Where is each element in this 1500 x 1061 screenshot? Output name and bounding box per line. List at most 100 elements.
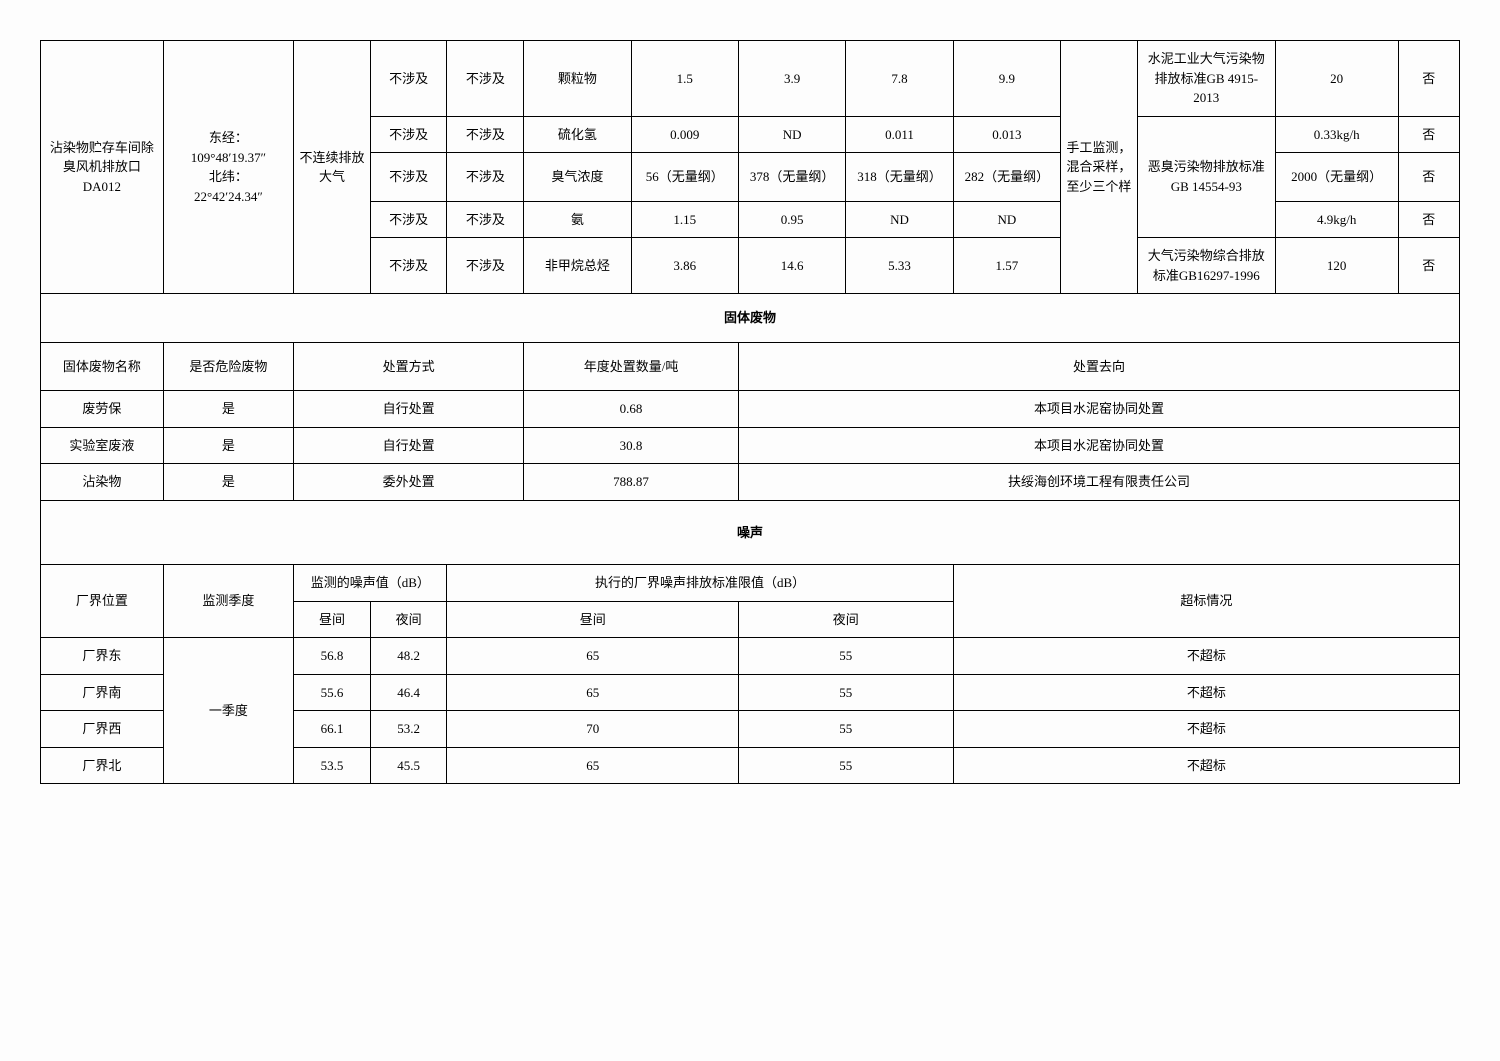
sw-dest: 本项目水泥窑协同处置: [738, 427, 1459, 464]
value: 1.57: [953, 238, 1060, 294]
value: ND: [738, 116, 845, 153]
report-table: 沾染物贮存车间除臭风机排放口 DA012 东经： 109°48′19.37″ 北…: [40, 40, 1460, 784]
noise-quarter: 一季度: [163, 638, 293, 784]
value: 14.6: [738, 238, 845, 294]
col-status: 超标情况: [953, 565, 1459, 638]
exceed: 否: [1398, 116, 1459, 153]
standard: 恶臭污染物排放标准GB 14554-93: [1137, 116, 1275, 238]
exceed: 否: [1398, 238, 1459, 294]
sw-qty: 0.68: [524, 391, 739, 428]
exceed: 否: [1398, 201, 1459, 238]
col-day: 昼间: [294, 601, 371, 638]
outlet-name: 沾染物贮存车间除臭风机排放口 DA012: [41, 41, 164, 294]
value: ND: [953, 201, 1060, 238]
sw-dest: 本项目水泥窑协同处置: [738, 391, 1459, 428]
cell: 不涉及: [447, 116, 524, 153]
sw-name: 沾染物: [41, 464, 164, 501]
col-method: 处置方式: [294, 342, 524, 391]
pollutant: 臭气浓度: [524, 153, 631, 202]
noise-head-row-1: 厂界位置 监测季度 监测的噪声值（dB） 执行的厂界噪声排放标准限值（dB） 超…: [41, 565, 1460, 602]
cell: 不涉及: [370, 153, 447, 202]
emission-row: 沾染物贮存车间除臭风机排放口 DA012 东经： 109°48′19.37″ 北…: [41, 41, 1460, 117]
noise-pos: 厂界北: [41, 747, 164, 784]
cell: 不涉及: [370, 201, 447, 238]
cell: 不涉及: [447, 201, 524, 238]
noise-std-night: 55: [738, 747, 953, 784]
value: 0.009: [631, 116, 738, 153]
solid-waste-row: 废劳保 是 自行处置 0.68 本项目水泥窑协同处置: [41, 391, 1460, 428]
coords: 东经： 109°48′19.37″ 北纬： 22°42′24.34″: [163, 41, 293, 294]
noise-pos: 厂界西: [41, 711, 164, 748]
noise-header: 噪声: [41, 500, 1460, 565]
noise-day: 55.6: [294, 674, 371, 711]
sw-method: 委外处置: [294, 464, 524, 501]
col-std: 执行的厂界噪声排放标准限值（dB）: [447, 565, 953, 602]
exceed: 否: [1398, 153, 1459, 202]
col-std-day: 昼间: [447, 601, 738, 638]
col-name: 固体废物名称: [41, 342, 164, 391]
noise-std-day: 65: [447, 747, 738, 784]
value: 5.33: [846, 238, 953, 294]
noise-night: 53.2: [370, 711, 447, 748]
sw-qty: 30.8: [524, 427, 739, 464]
limit: 4.9kg/h: [1275, 201, 1398, 238]
value: 1.5: [631, 41, 738, 117]
noise-std-day: 65: [447, 674, 738, 711]
col-hazard: 是否危险废物: [163, 342, 293, 391]
noise-row: 厂界东 一季度 56.8 48.2 65 55 不超标: [41, 638, 1460, 675]
cell: 不涉及: [370, 238, 447, 294]
cell: 不涉及: [370, 116, 447, 153]
value: 1.15: [631, 201, 738, 238]
sw-hazard: 是: [163, 464, 293, 501]
cell: 不涉及: [447, 153, 524, 202]
value: 9.9: [953, 41, 1060, 117]
value: ND: [846, 201, 953, 238]
noise-night: 46.4: [370, 674, 447, 711]
sw-qty: 788.87: [524, 464, 739, 501]
exceed: 否: [1398, 41, 1459, 117]
col-pos: 厂界位置: [41, 565, 164, 638]
noise-std-day: 65: [447, 638, 738, 675]
pollutant: 颗粒物: [524, 41, 631, 117]
sw-name: 废劳保: [41, 391, 164, 428]
cell: 不涉及: [447, 41, 524, 117]
sw-method: 自行处置: [294, 391, 524, 428]
value: 0.95: [738, 201, 845, 238]
value: 282（无量纲）: [953, 153, 1060, 202]
col-std-night: 夜间: [738, 601, 953, 638]
value: 3.9: [738, 41, 845, 117]
value: 318（无量纲）: [846, 153, 953, 202]
limit: 20: [1275, 41, 1398, 117]
pollutant: 非甲烷总烃: [524, 238, 631, 294]
standard: 大气污染物综合排放标准GB16297-1996: [1137, 238, 1275, 294]
noise-status: 不超标: [953, 674, 1459, 711]
noise-status: 不超标: [953, 638, 1459, 675]
noise-std-night: 55: [738, 711, 953, 748]
pollutant: 硫化氢: [524, 116, 631, 153]
noise-night: 48.2: [370, 638, 447, 675]
col-quarter: 监测季度: [163, 565, 293, 638]
limit: 2000（无量纲）: [1275, 153, 1398, 202]
standard: 水泥工业大气污染物排放标准GB 4915-2013: [1137, 41, 1275, 117]
cell: 不涉及: [370, 41, 447, 117]
solid-waste-row: 沾染物 是 委外处置 788.87 扶绥海创环境工程有限责任公司: [41, 464, 1460, 501]
monitor-method: 手工监测，混合采样，至少三个样: [1061, 41, 1138, 294]
col-qty: 年度处置数量/吨: [524, 342, 739, 391]
sw-name: 实验室废液: [41, 427, 164, 464]
noise-status: 不超标: [953, 747, 1459, 784]
pollutant: 氨: [524, 201, 631, 238]
value: 7.8: [846, 41, 953, 117]
noise-std-night: 55: [738, 638, 953, 675]
sw-hazard: 是: [163, 391, 293, 428]
noise-night: 45.5: [370, 747, 447, 784]
noise-pos: 厂界南: [41, 674, 164, 711]
cell: 不涉及: [447, 238, 524, 294]
sw-dest: 扶绥海创环境工程有限责任公司: [738, 464, 1459, 501]
col-dest: 处置去向: [738, 342, 1459, 391]
noise-day: 66.1: [294, 711, 371, 748]
solid-waste-row: 实验室废液 是 自行处置 30.8 本项目水泥窑协同处置: [41, 427, 1460, 464]
noise-day: 56.8: [294, 638, 371, 675]
noise-status: 不超标: [953, 711, 1459, 748]
col-night: 夜间: [370, 601, 447, 638]
noise-day: 53.5: [294, 747, 371, 784]
